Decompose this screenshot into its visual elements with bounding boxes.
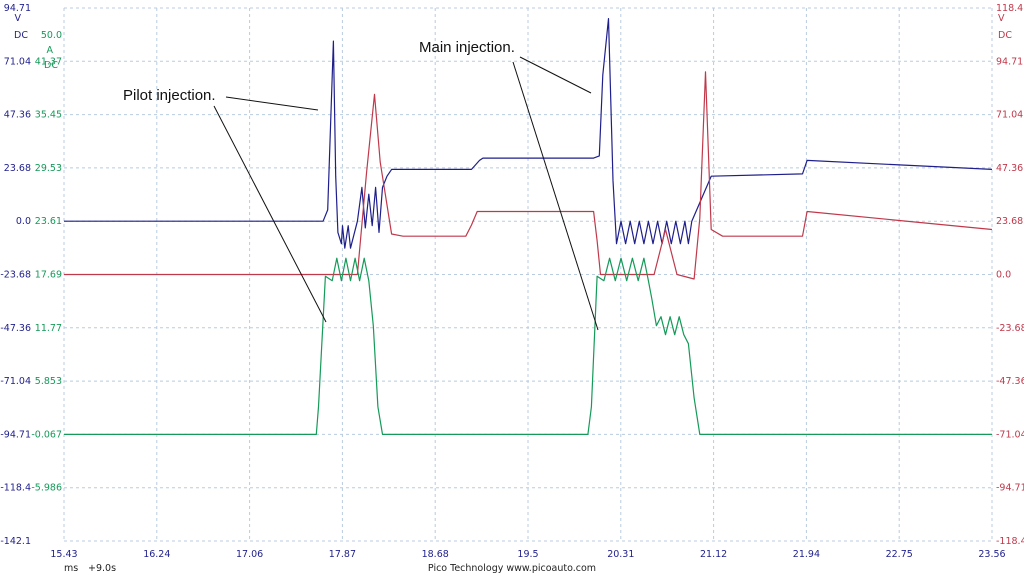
- footer-credit: Pico Technology www.picoauto.com: [428, 563, 596, 574]
- right-v-coupling: DC: [998, 30, 1012, 41]
- x-tick-label: 22.75: [886, 549, 913, 560]
- x-tick-label: 21.94: [793, 549, 820, 560]
- left-v-tick-label: -118.4: [0, 483, 31, 494]
- left-a-tick-label: 35.45: [35, 110, 62, 121]
- x-tick-label: 20.31: [607, 549, 634, 560]
- right-v-tick-label: -94.71: [996, 483, 1024, 494]
- voltage-trace-blue: [64, 18, 993, 249]
- left-v-unit: V: [15, 13, 22, 24]
- left-a-scale-top: 50.0: [41, 30, 62, 41]
- left-a-tick-label: 17.69: [35, 270, 62, 281]
- traces: [64, 18, 993, 435]
- x-tick-label: 23.56: [978, 549, 1005, 560]
- left-v-tick-label: -71.04: [0, 376, 31, 387]
- left-a-tick-label: -0.067: [31, 429, 62, 440]
- left-v-tick-label: -94.71: [0, 429, 31, 440]
- x-offset-label: +9.0s: [88, 563, 116, 574]
- left-a-tick-label: 11.77: [35, 323, 62, 334]
- left-v-tick-label: 47.36: [4, 110, 31, 121]
- left-v-tick-label: -47.36: [0, 323, 31, 334]
- x-tick-label: 17.87: [329, 549, 356, 560]
- right-v-tick-label: -23.68: [996, 323, 1024, 334]
- left-v-tick-label: 71.04: [4, 56, 31, 67]
- left-a-tick-label: -5.986: [31, 483, 62, 494]
- left-v-tick-label: -142.1: [0, 536, 31, 547]
- voltage-trace-red: [64, 71, 993, 280]
- right-v-tick-label: -71.04: [996, 429, 1024, 440]
- main-annotation-text: Main injection.: [419, 39, 515, 56]
- right-v-tick-label: 23.68: [996, 216, 1023, 227]
- x-unit-label: ms: [64, 563, 78, 574]
- left-v-tick-label: 0.0: [16, 216, 31, 227]
- pilot-leader-line: [213, 105, 327, 323]
- main-leader-line: [519, 56, 592, 94]
- right-v-tick-label: 71.04: [996, 110, 1023, 121]
- x-tick-label: 18.68: [422, 549, 449, 560]
- right-v-tick-label: 118.4: [996, 3, 1023, 14]
- x-tick-label: 19.5: [517, 549, 538, 560]
- right-v-tick-label: -118.4: [996, 536, 1024, 547]
- main-leader-line: [512, 61, 599, 331]
- right-v-unit: V: [998, 13, 1005, 24]
- x-tick-label: 17.06: [236, 549, 263, 560]
- right-v-tick-label: 47.36: [996, 163, 1023, 174]
- pilot-annotation: Pilot injection.: [123, 87, 327, 323]
- pilot-annotation-text: Pilot injection.: [123, 87, 216, 104]
- main-annotation: Main injection.: [419, 39, 599, 331]
- right-v-tick-label: 0.0: [996, 270, 1011, 281]
- left-v-coupling: DC: [14, 30, 28, 41]
- x-tick-label: 16.24: [143, 549, 170, 560]
- current-trace-green: [64, 257, 992, 435]
- left-a-tick-label: 5.853: [35, 376, 62, 387]
- tick-labels: 94.71 71.04 47.36 23.68 0.0 -23.68 -47.36 -71.0…: [0, 3, 1024, 560]
- x-tick-label: 21.12: [700, 549, 727, 560]
- left-v-tick-label: 23.68: [4, 163, 31, 174]
- right-v-tick-label: -47.36: [996, 376, 1024, 387]
- left-a-tick-label: 41.37: [35, 56, 62, 67]
- left-a-tick-label: 29.53: [35, 163, 62, 174]
- left-a-coupling: DC: [44, 60, 58, 71]
- left-a-unit: A: [47, 45, 54, 56]
- x-tick-label: 15.43: [50, 549, 77, 560]
- left-v-tick-label: -23.68: [0, 270, 31, 281]
- left-a-tick-label: 23.61: [35, 216, 62, 227]
- left-v-tick-label: 94.71: [4, 3, 31, 14]
- right-v-tick-label: 94.71: [996, 56, 1023, 67]
- pilot-leader-line: [225, 96, 319, 111]
